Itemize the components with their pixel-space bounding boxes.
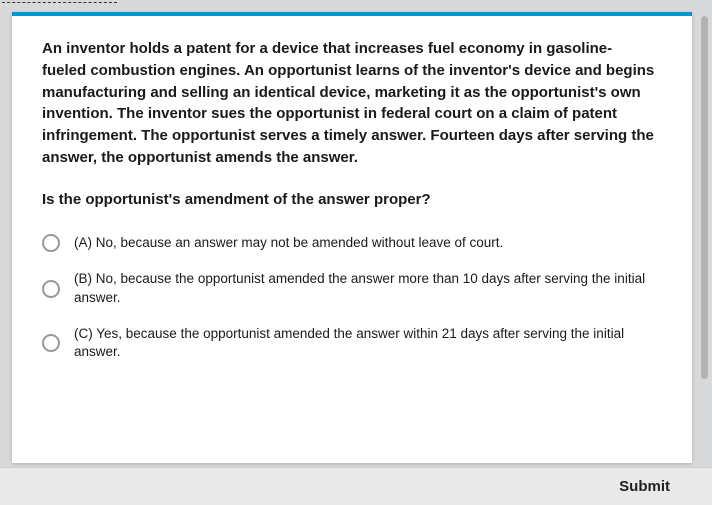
options-list: (A) No, because an answer may not be ame… — [42, 234, 656, 361]
option-label: (A) No, because an answer may not be ame… — [74, 234, 503, 252]
scrollbar-thumb[interactable] — [701, 16, 708, 379]
option-label: (C) Yes, because the opportunist amended… — [74, 325, 656, 361]
radio-icon[interactable] — [42, 234, 60, 252]
radio-icon[interactable] — [42, 334, 60, 352]
submit-button[interactable]: Submit — [609, 472, 680, 501]
scroll-area[interactable]: An inventor holds a patent for a device … — [12, 16, 692, 463]
option-c[interactable]: (C) Yes, because the opportunist amended… — [42, 325, 656, 361]
question-card: An inventor holds a patent for a device … — [12, 12, 692, 463]
question-text: Is the opportunist's amendment of the an… — [42, 189, 656, 211]
option-a[interactable]: (A) No, because an answer may not be ame… — [42, 234, 656, 252]
option-b[interactable]: (B) No, because the opportunist amended … — [42, 270, 656, 306]
dashed-divider — [2, 2, 117, 3]
passage-text: An inventor holds a patent for a device … — [42, 38, 656, 169]
option-label: (B) No, because the opportunist amended … — [74, 270, 656, 306]
radio-icon[interactable] — [42, 280, 60, 298]
scrollbar-track[interactable] — [701, 16, 708, 459]
footer-bar: Submit — [0, 467, 712, 505]
